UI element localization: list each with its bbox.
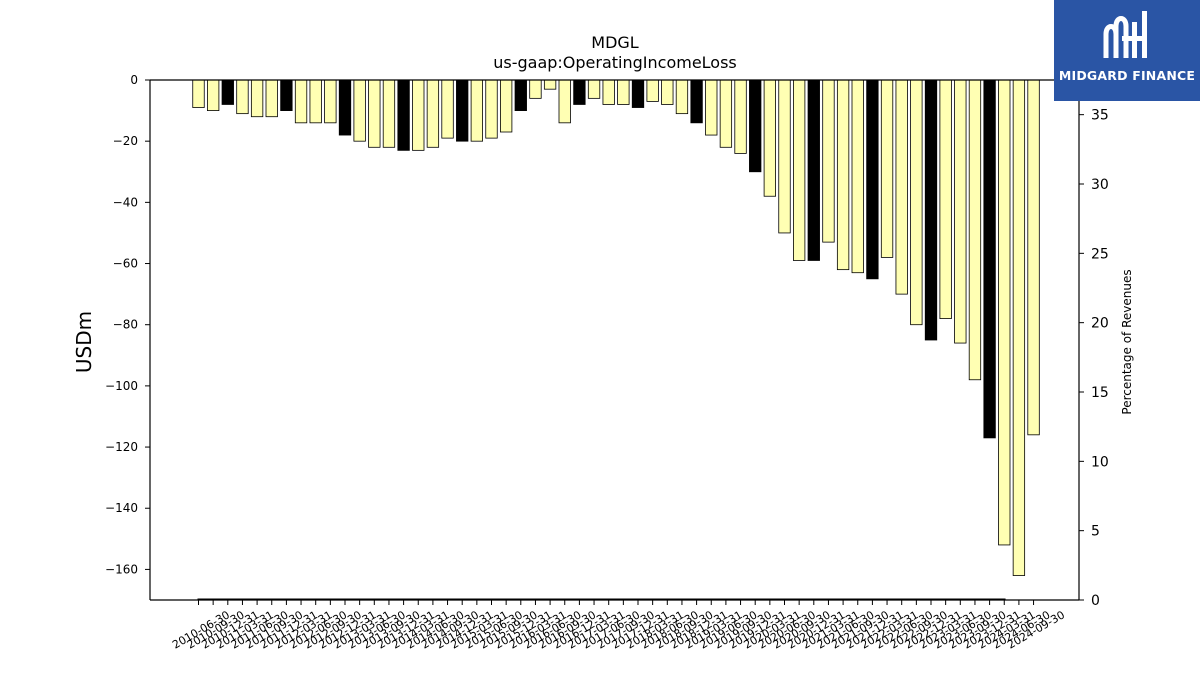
bar-2014-06-30 [426,79,440,148]
bar-2021-09-30 [851,79,864,274]
bar-2014-03-31 [412,79,425,151]
bar-2015-03-31 [470,79,484,142]
bar-2010-09-30 [206,79,220,111]
y-tick-label: −40 [113,195,138,209]
y-axis-label: USDm [72,311,96,373]
bar-2010-06-30 [192,79,205,108]
bar-2018-12-31 [690,79,703,124]
y2-tick-label: 5 [1091,524,1100,540]
y-tick-label: −120 [105,440,138,454]
bar-2015-06-30 [485,79,498,139]
bar-2016-12-31 [573,79,586,105]
bar-2021-06-30 [836,79,850,271]
bar-2012-06-30 [309,79,322,124]
bar-2012-09-30 [324,79,337,124]
bar-2024-09-30 [1027,79,1040,436]
y-tick-label: −20 [113,134,138,148]
bar-2023-03-31 [939,79,952,319]
bar-2016-09-30 [558,79,571,124]
chart-title: MDGL [591,33,639,52]
y2-tick-label: 15 [1091,385,1109,401]
bar-2020-12-31 [807,79,820,261]
y2-tick-label: 20 [1091,316,1109,332]
bar-2011-03-31 [236,79,249,115]
y-tick-label: −60 [113,257,138,271]
bar-2016-03-31 [529,79,542,99]
bar-2012-12-31 [338,79,352,136]
y-tick-label: −100 [105,379,138,393]
midgard-m-logo-icon [1103,11,1147,58]
bar-series [192,79,1040,576]
bar-2017-03-31 [587,79,601,99]
bar-2021-03-31 [822,79,835,243]
bar-2019-06-30 [719,79,733,148]
bar-2023-12-31 [983,79,996,439]
bar-2018-09-30 [675,79,689,115]
y2-tick-label: 25 [1091,246,1109,262]
bar-2011-09-30 [265,79,278,118]
y2-tick-label: 0 [1091,593,1100,609]
bar-2013-06-30 [368,79,381,148]
bar-2019-09-30 [734,79,747,154]
bar-2010-12-31 [221,79,234,105]
bar-2019-12-31 [749,79,762,173]
bar-2013-03-31 [353,79,366,142]
chart-subtitle: us-gaap:OperatingIncomeLoss [493,53,737,72]
bar-2012-03-31 [294,79,308,124]
bar-2022-03-31 [880,79,894,258]
bar-2011-06-30 [250,79,264,118]
bar-2022-09-30 [910,79,923,326]
bar-2020-09-30 [793,79,806,261]
bar-2015-09-30 [499,79,513,133]
axes: 0 −20 −40 −60 −80 −100 −120 −140 −160 0 5 10 15 20 25 3… [105,73,1109,652]
brand-name: MIDGARD FINANCE [1058,68,1196,83]
y-tick-label: −160 [105,562,138,576]
bar-2017-06-30 [602,79,615,105]
bar-2023-06-30 [954,79,967,344]
y-tick-label: −140 [105,501,138,515]
y2-axis-label: Percentage of Revenues [1120,269,1134,414]
bar-2024-03-31 [998,79,1011,546]
bar-2016-06-30 [543,79,557,90]
bar-2014-09-30 [441,79,454,139]
bar-2011-12-31 [280,79,293,111]
bar-2021-12-31 [866,79,879,280]
y2-tick-label: 30 [1091,177,1109,193]
bar-2013-09-30 [382,79,396,148]
bar-2020-06-30 [778,79,791,234]
bar-2014-12-31 [456,79,469,142]
brand-logo: MIDGARD FINANCE [1054,0,1200,101]
bar-2020-03-31 [763,79,776,197]
bar-2018-03-31 [646,79,659,102]
y-tick-label: 0 [130,73,138,87]
bar-2024-06-30 [1012,79,1026,576]
y2-tick-label: 35 [1091,108,1109,124]
bar-2019-03-31 [705,79,718,136]
bar-2023-09-30 [968,79,982,381]
bar-2017-09-30 [617,79,630,105]
bar-2022-12-31 [924,79,938,341]
y2-tick-label: 10 [1091,454,1109,470]
bar-2015-12-31 [514,79,527,111]
bar-2017-12-31 [631,79,645,108]
bar-2022-06-30 [895,79,908,295]
bar-2018-06-30 [661,79,674,105]
bar-2013-12-31 [397,79,410,151]
y-tick-label: −80 [113,318,138,332]
